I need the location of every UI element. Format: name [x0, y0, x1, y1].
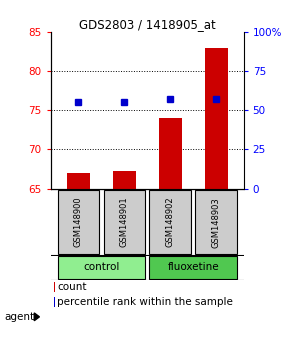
Bar: [195, 190, 237, 255]
Text: GSM148902: GSM148902: [166, 197, 175, 247]
Text: GSM148900: GSM148900: [74, 197, 83, 247]
Bar: [54, 297, 55, 307]
Bar: [113, 171, 136, 189]
Bar: [204, 47, 228, 189]
Text: count: count: [57, 282, 87, 292]
Bar: [54, 282, 55, 292]
Bar: [104, 190, 145, 255]
Bar: [67, 173, 90, 189]
Text: GSM148901: GSM148901: [120, 197, 129, 247]
Text: percentile rank within the sample: percentile rank within the sample: [57, 297, 233, 307]
Text: control: control: [83, 262, 119, 272]
Bar: [159, 118, 182, 189]
Text: GSM148903: GSM148903: [211, 197, 221, 247]
Bar: [58, 190, 99, 255]
Bar: [149, 190, 191, 255]
Bar: [58, 256, 145, 279]
Bar: [149, 256, 237, 279]
Text: fluoxetine: fluoxetine: [167, 262, 219, 272]
Title: GDS2803 / 1418905_at: GDS2803 / 1418905_at: [79, 18, 215, 31]
Text: agent: agent: [4, 312, 35, 322]
